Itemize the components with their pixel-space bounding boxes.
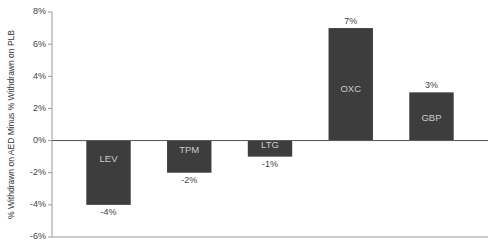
bar bbox=[329, 28, 373, 141]
data-label: 7% bbox=[344, 16, 357, 26]
bar bbox=[409, 92, 453, 140]
x-axis-line bbox=[52, 237, 488, 238]
bar bbox=[86, 141, 130, 205]
chart-container: -6% -4% -2% 0% 2% 4% 6% 8% % Withdrawn on AED Mi… bbox=[0, 0, 500, 247]
data-label: 3% bbox=[425, 80, 438, 90]
page: {"chart_data": {"type": "bar", "ylabel":… bbox=[0, 0, 500, 247]
category-label: LEV bbox=[100, 153, 119, 164]
y-tick-label: 2% bbox=[33, 103, 46, 113]
data-label: -4% bbox=[101, 207, 117, 217]
y-tick-label: 0% bbox=[33, 135, 46, 145]
y-tick bbox=[48, 108, 52, 109]
y-tick-label: 4% bbox=[33, 71, 46, 81]
category-label: GBP bbox=[421, 112, 441, 123]
bar bbox=[167, 141, 211, 173]
data-label: -2% bbox=[181, 175, 197, 185]
y-tick bbox=[48, 204, 52, 205]
data-label: -1% bbox=[262, 159, 278, 169]
y-tick-label: 8% bbox=[33, 6, 46, 16]
y-tick bbox=[48, 237, 52, 238]
bars bbox=[86, 28, 453, 205]
y-tick bbox=[48, 76, 52, 77]
y-tick bbox=[48, 172, 52, 173]
chart-svg: -6% -4% -2% 0% 2% 4% 6% 8% % Withdrawn on AED Mi… bbox=[0, 0, 500, 247]
category-label: TPM bbox=[179, 144, 199, 155]
y-tick-label: 6% bbox=[33, 39, 46, 49]
y-tick bbox=[48, 12, 52, 13]
category-label: OXC bbox=[340, 83, 361, 94]
y-tick bbox=[48, 140, 52, 141]
category-label: LTG bbox=[261, 139, 279, 150]
y-tick-label: -4% bbox=[30, 199, 46, 209]
y-tick-label: -2% bbox=[30, 167, 46, 177]
y-tick bbox=[48, 44, 52, 45]
y-axis-label: % Withdrawn on AED Minus % Withdrawn on … bbox=[6, 30, 16, 219]
y-axis-line bbox=[52, 12, 53, 237]
y-tick-label: -6% bbox=[30, 231, 46, 241]
